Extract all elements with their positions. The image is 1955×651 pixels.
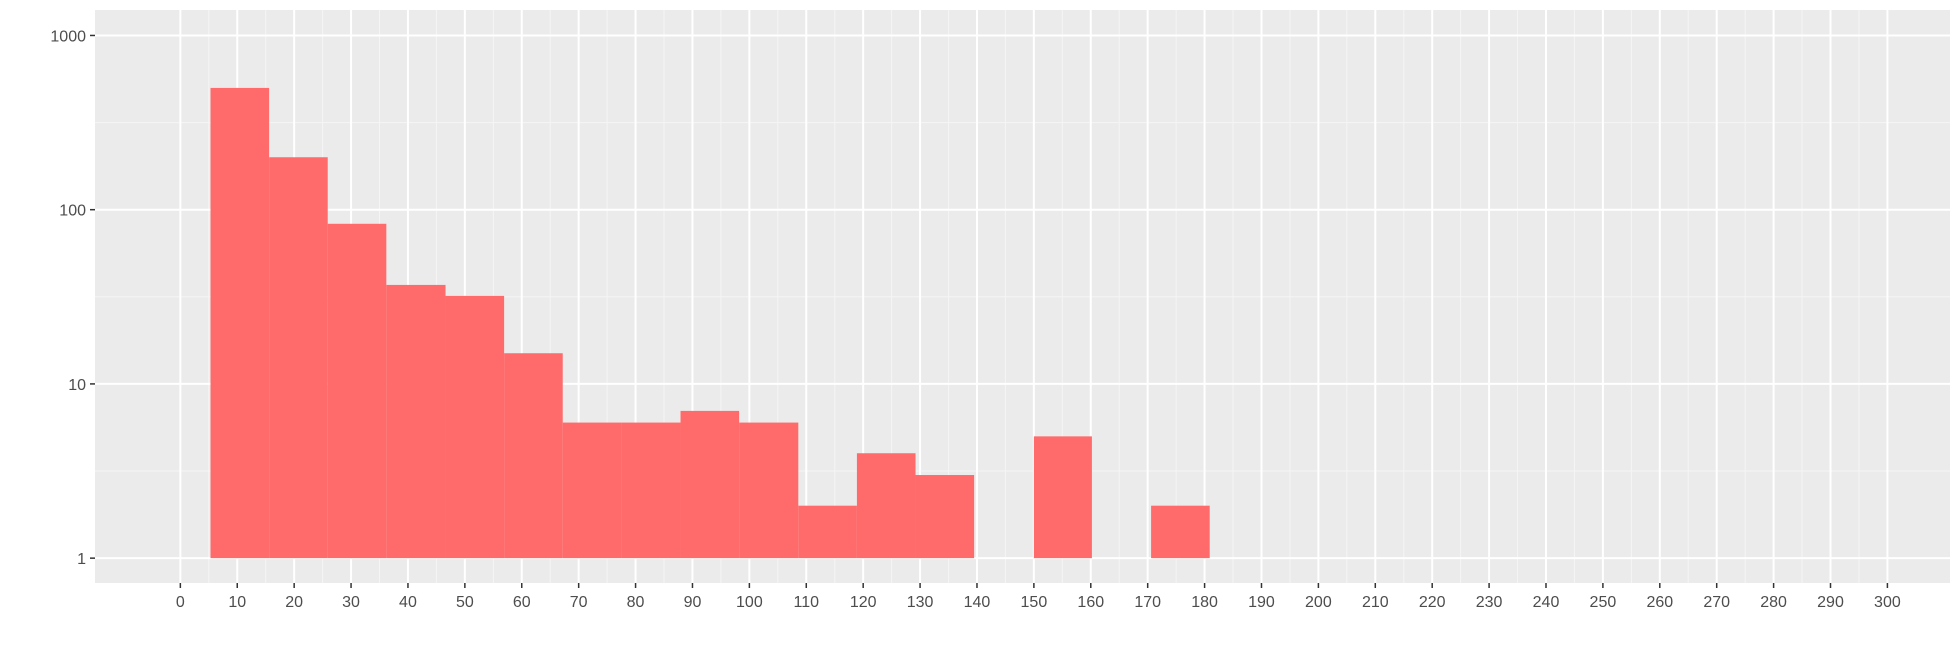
x-tick-label: 280 [1760,594,1787,611]
histogram-bar [915,475,975,559]
x-axis: 0 10 20 30 40 50 60 70 80 90 100 110 120 130 140 150 160… [176,583,1901,611]
x-tick-label: 110 [794,594,820,611]
histogram-bar [504,353,563,559]
histogram-bar [680,410,740,559]
x-tick-label: 120 [850,594,877,611]
y-tick-label: 10 [68,377,86,394]
x-tick-label: 50 [456,594,474,611]
histogram-bars [210,87,1210,559]
x-tick-label: 170 [1134,594,1161,611]
x-tick-label: 0 [176,594,185,611]
x-tick-label: 80 [627,594,645,611]
y-tick-label: 1000 [50,28,86,45]
x-tick-label: 160 [1077,594,1104,611]
x-tick-label: 300 [1874,594,1901,611]
y-tick-label: 100 [59,203,86,220]
histogram-bar [1033,436,1092,559]
x-tick-label: 270 [1703,594,1730,611]
histogram-bar [327,223,387,559]
x-tick-label: 220 [1419,594,1446,611]
x-tick-label: 230 [1476,594,1503,611]
x-tick-label: 200 [1305,594,1332,611]
y-axis: 1 10 100 1000 [50,28,95,568]
x-tick-label: 210 [1362,594,1389,611]
x-tick-label: 40 [399,594,417,611]
x-tick-label: 260 [1646,594,1673,611]
x-tick-label: 150 [1021,594,1048,611]
histogram-bar [386,284,446,559]
y-tick-label: 1 [77,551,86,568]
x-tick-label: 10 [228,594,246,611]
x-tick-label: 250 [1590,594,1617,611]
histogram-bar [1151,505,1210,559]
x-tick-label: 130 [907,594,934,611]
histogram-bar [798,505,857,559]
x-tick-label: 90 [684,594,702,611]
x-tick-label: 180 [1191,594,1218,611]
histogram-bar [445,295,505,559]
x-tick-label: 190 [1248,594,1275,611]
x-tick-label: 60 [513,594,531,611]
histogram-bar [856,453,916,559]
histogram-bar [269,157,328,559]
x-tick-label: 70 [570,594,588,611]
x-tick-label: 290 [1817,594,1844,611]
histogram-bar [210,87,270,559]
histogram-bar [739,422,799,559]
histogram-bar [562,422,622,559]
x-tick-label: 240 [1533,594,1560,611]
x-tick-label: 140 [964,594,991,611]
x-tick-label: 20 [285,594,303,611]
x-tick-label: 100 [736,594,763,611]
x-tick-label: 30 [342,594,360,611]
histogram-bar [621,422,681,559]
